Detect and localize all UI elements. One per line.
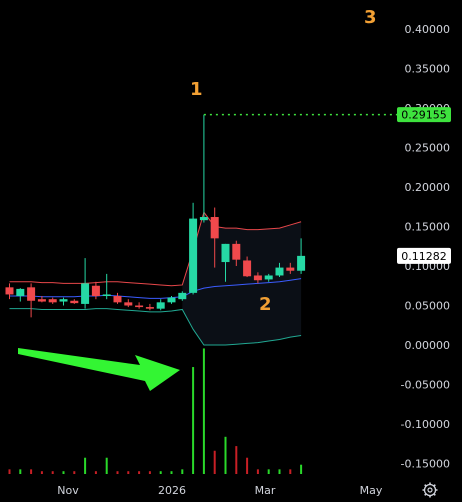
volume-bar <box>267 469 270 474</box>
candle-body <box>124 302 133 306</box>
y-tick-label: 0.25000 <box>405 142 451 155</box>
last-price-label: 0.11282 <box>401 250 447 263</box>
volume-bar <box>116 471 119 474</box>
candle-body <box>37 299 46 302</box>
candle-body <box>91 285 100 297</box>
candle-body <box>199 217 208 221</box>
x-tick-may: May <box>360 484 383 497</box>
y-tick-label: -0.10000 <box>401 418 450 431</box>
annotation-3: 3 <box>364 7 377 28</box>
volume-bar <box>73 471 76 474</box>
candle-body <box>81 283 90 304</box>
y-tick-label: 0.20000 <box>405 181 451 194</box>
volume-bar <box>235 446 238 474</box>
candle-body <box>113 296 122 303</box>
y-tick-label: -0.05000 <box>401 379 450 392</box>
candle-body <box>16 288 25 297</box>
x-tick-2026: 2026 <box>158 484 186 497</box>
candle-body <box>253 275 262 281</box>
bb-basis-line <box>9 278 302 299</box>
volume-bar <box>246 457 249 474</box>
volume-bar <box>159 471 162 474</box>
y-axis[interactable]: 0.400000.350000.300000.250000.200000.150… <box>401 23 450 471</box>
candle-body <box>275 267 284 276</box>
candle-body <box>102 294 111 297</box>
candle-body <box>70 300 79 304</box>
volume-bar <box>105 457 108 474</box>
annotation-2: 2 <box>259 294 272 315</box>
high-price-badge: 0.29155 <box>397 107 451 123</box>
bb-lower-line <box>9 308 302 346</box>
candle-body <box>189 218 198 293</box>
candle-body <box>243 260 252 277</box>
bb-fill <box>182 212 302 345</box>
candles <box>5 114 306 318</box>
bollinger-bands <box>9 211 302 346</box>
candle-body <box>59 299 68 302</box>
y-tick-label: 0.40000 <box>405 23 451 36</box>
candle-body <box>167 297 176 303</box>
volume-bar <box>202 348 205 474</box>
volume-bar <box>192 367 195 474</box>
volume-bar <box>62 471 65 474</box>
candle-body <box>178 292 187 300</box>
volume-bar <box>300 464 303 474</box>
candle-body <box>286 267 295 271</box>
y-tick-label: 0.35000 <box>405 63 451 76</box>
y-tick-label: 0.15000 <box>405 221 451 234</box>
candle-body <box>210 217 219 239</box>
volume-bar <box>19 469 22 474</box>
candle-body <box>264 275 273 280</box>
volume-bar <box>40 471 43 474</box>
volume-bar <box>138 471 141 474</box>
last-price-badge: 0.11282 <box>397 247 451 264</box>
y-tick-label: 0.00000 <box>405 339 451 352</box>
candle-body <box>145 307 154 309</box>
x-tick-mar: Mar <box>255 484 276 497</box>
volume-bar <box>51 471 54 474</box>
candle-body <box>135 305 144 308</box>
candle-body <box>5 287 14 295</box>
volume-bar <box>94 471 97 474</box>
volume-bar <box>289 469 292 474</box>
volume-bar <box>8 469 11 474</box>
candle-body <box>27 287 36 301</box>
volume-bar <box>170 471 173 474</box>
volume-bar <box>256 469 259 474</box>
settings-gear-icon[interactable] <box>422 482 438 498</box>
x-axis[interactable]: Nov 2026 Mar May <box>57 484 383 497</box>
candle-body <box>48 299 57 303</box>
bb-upper-line <box>9 211 302 287</box>
volume-bar <box>278 469 281 474</box>
candle-body <box>232 243 241 260</box>
x-tick-nov: Nov <box>57 484 79 497</box>
volume-bar <box>181 469 184 474</box>
volume-bar <box>84 457 87 474</box>
volume-bar <box>30 469 33 474</box>
annotation-1: 1 <box>190 79 203 100</box>
volume-bar <box>224 436 227 474</box>
volume-bar <box>127 471 130 474</box>
y-tick-label: -0.15000 <box>401 458 450 471</box>
volume-bar <box>148 471 151 474</box>
high-price-label: 0.29155 <box>401 109 447 122</box>
volume-bar <box>213 450 216 474</box>
green-arrow <box>18 348 180 391</box>
y-tick-label: 0.05000 <box>405 300 451 313</box>
candle-body <box>221 243 230 263</box>
candle-body <box>297 255 306 271</box>
candle-body <box>156 302 165 309</box>
volume-bars <box>8 348 303 474</box>
